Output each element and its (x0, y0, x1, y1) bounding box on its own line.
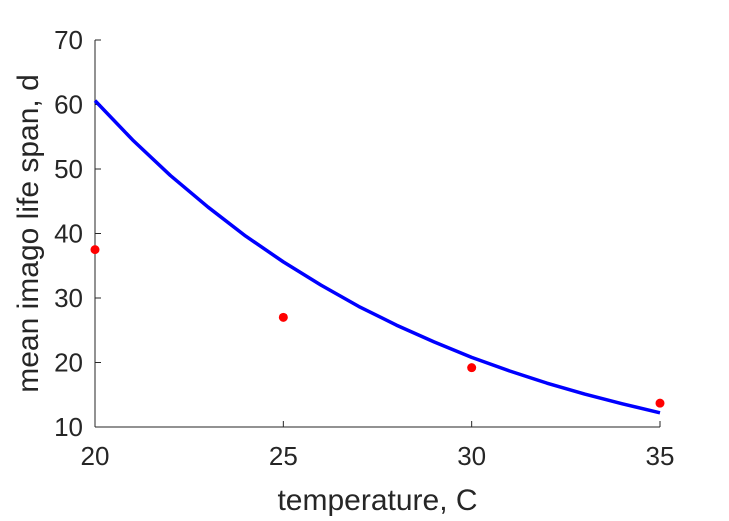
x-tick-label: 35 (646, 441, 675, 471)
y-tick-label: 50 (54, 154, 83, 184)
x-axis-ticks: 20 25 30 35 (81, 421, 675, 471)
x-tick-label: 30 (457, 441, 486, 471)
x-tick-label: 25 (269, 441, 298, 471)
y-tick-label: 30 (54, 283, 83, 313)
y-tick-label: 70 (54, 25, 83, 55)
y-axis-label: mean imago life span, d (12, 74, 45, 393)
data-point (655, 398, 665, 408)
y-tick-label: 20 (54, 348, 83, 378)
data-point (467, 363, 477, 373)
y-tick-label: 40 (54, 219, 83, 249)
fitted-curve-line (93, 99, 661, 415)
data-point (278, 312, 288, 322)
x-axis-label: temperature, C (277, 484, 477, 517)
y-tick-label: 10 (54, 412, 83, 442)
series-layer (90, 99, 665, 415)
x-tick-label: 20 (81, 441, 110, 471)
y-axis-ticks: 10 20 30 40 50 60 70 (54, 25, 101, 442)
data-point (90, 245, 100, 255)
y-tick-label: 60 (54, 90, 83, 120)
